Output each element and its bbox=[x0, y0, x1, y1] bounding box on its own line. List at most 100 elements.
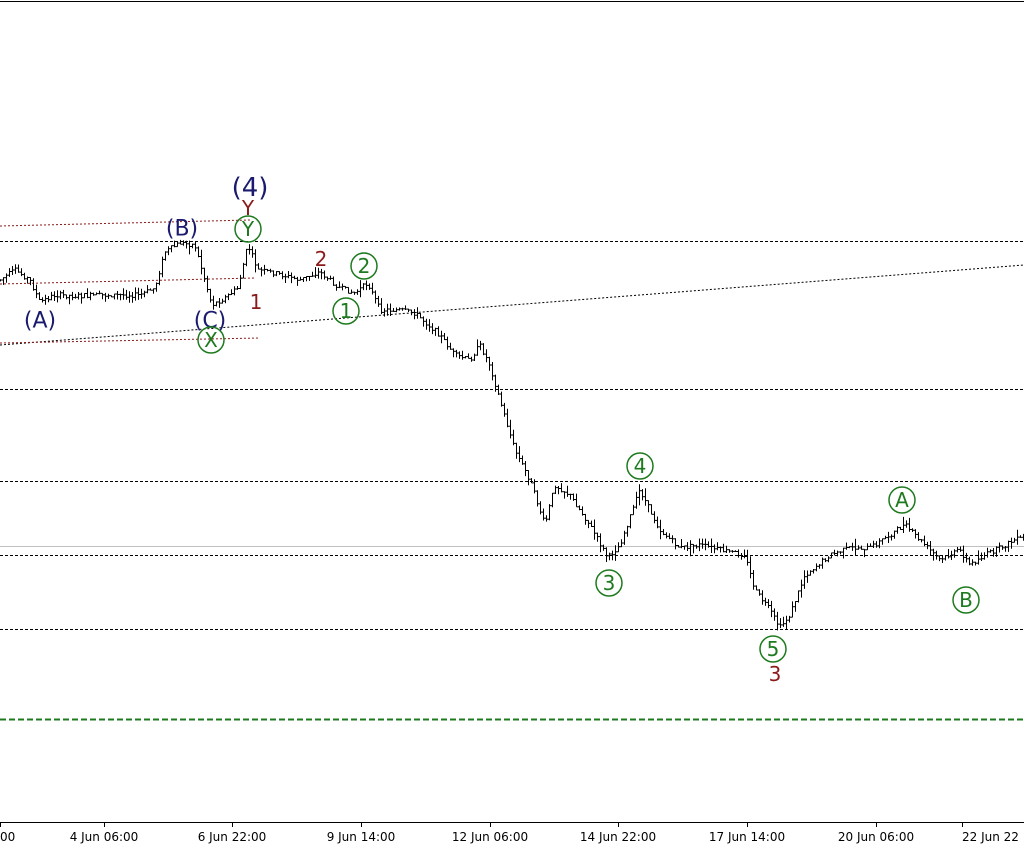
ohlc-bar bbox=[437, 326, 440, 337]
ohlc-bar bbox=[728, 549, 731, 553]
ohlc-bar bbox=[848, 546, 851, 549]
ohlc-bar bbox=[530, 478, 533, 484]
ohlc-bar bbox=[920, 539, 923, 543]
ohlc-bar bbox=[215, 301, 218, 307]
ohlc-bar bbox=[668, 533, 671, 540]
ohlc-bar bbox=[788, 615, 791, 623]
ohlc-bar bbox=[77, 292, 80, 300]
ohlc-bar bbox=[104, 292, 107, 302]
ohlc-bar bbox=[101, 292, 104, 300]
x-tick-label: 12 Jun 06:00 bbox=[452, 830, 528, 844]
ohlc-bar bbox=[488, 356, 491, 371]
ohlc-bar bbox=[1004, 546, 1007, 552]
ohlc-bar bbox=[239, 274, 242, 290]
ohlc-bar bbox=[389, 303, 392, 316]
ohlc-bar bbox=[680, 539, 683, 549]
ohlc-bar bbox=[869, 543, 872, 547]
ohlc-bar bbox=[842, 547, 845, 559]
wave-label: X bbox=[197, 326, 225, 354]
ohlc-bar bbox=[116, 291, 119, 300]
ohlc-bar bbox=[857, 545, 860, 550]
ohlc-bar bbox=[29, 277, 32, 286]
x-tick-label: 22 Jun 22 bbox=[962, 830, 1019, 844]
ohlc-bar bbox=[311, 271, 314, 277]
ohlc-bar bbox=[719, 546, 722, 553]
ohlc-bar bbox=[932, 548, 935, 561]
wave-label: Y bbox=[241, 196, 255, 220]
ohlc-bar bbox=[653, 511, 656, 524]
ohlc-bar bbox=[335, 284, 338, 291]
ohlc-bar bbox=[236, 286, 239, 290]
ohlc-bar bbox=[977, 550, 980, 565]
ohlc-bar bbox=[26, 276, 29, 284]
ohlc-bar bbox=[893, 530, 896, 539]
ohlc-bar bbox=[665, 532, 668, 539]
ohlc-bar bbox=[737, 549, 740, 558]
ohlc-bar bbox=[596, 532, 599, 542]
wave-label: 1 bbox=[250, 290, 263, 314]
ohlc-bar bbox=[635, 491, 638, 509]
ohlc-bar bbox=[395, 307, 398, 313]
ohlc-bar bbox=[524, 461, 527, 477]
ohlc-bar bbox=[491, 362, 494, 381]
ohlc-bar bbox=[206, 275, 209, 293]
x-tick-label: 14 Jun 22:00 bbox=[580, 830, 656, 844]
ohlc-bar bbox=[734, 550, 737, 552]
ohlc-bar bbox=[623, 530, 626, 545]
ohlc-bar bbox=[173, 240, 176, 248]
ohlc-bar bbox=[713, 544, 716, 554]
ohlc-bar bbox=[203, 267, 206, 282]
ohlc-bar bbox=[248, 244, 251, 255]
ohlc-bar bbox=[59, 290, 62, 300]
ohlc-bar bbox=[602, 544, 605, 551]
ohlc-bar bbox=[80, 292, 83, 304]
ohlc-bar bbox=[167, 246, 170, 256]
ohlc-bar bbox=[923, 535, 926, 547]
ohlc-bar bbox=[0, 279, 2, 282]
ohlc-bar bbox=[71, 291, 74, 301]
ohlc-bar bbox=[41, 297, 44, 303]
ohlc-bar bbox=[143, 290, 146, 298]
ohlc-bar bbox=[773, 608, 776, 621]
ohlc-bar bbox=[182, 240, 185, 246]
ohlc-bar bbox=[380, 298, 383, 315]
ohlc-bar bbox=[197, 246, 200, 258]
ohlc-bar bbox=[467, 353, 470, 359]
ohlc-bar bbox=[905, 520, 908, 528]
wave-label: B bbox=[952, 586, 980, 614]
ohlc-bar bbox=[1016, 529, 1019, 545]
ohlc-bar bbox=[323, 270, 326, 280]
ohlc-bar bbox=[266, 268, 269, 272]
ohlc-bar bbox=[881, 538, 884, 545]
x-axis: 00 4 Jun 06:00 6 Jun 22:00 9 Jun 14:00 12 Ju… bbox=[0, 822, 1019, 844]
ohlc-bar bbox=[407, 308, 410, 312]
ohlc-bar bbox=[983, 552, 986, 560]
ohlc-bar bbox=[95, 292, 98, 296]
ohlc-bar bbox=[485, 349, 488, 363]
ohlc-bar bbox=[422, 316, 425, 327]
ohlc-bar bbox=[695, 544, 698, 549]
ohlc-bar bbox=[35, 284, 38, 299]
ohlc-bar bbox=[947, 549, 950, 559]
ohlc-bar bbox=[767, 599, 770, 609]
ohlc-bar bbox=[839, 551, 842, 555]
ohlc-bar bbox=[824, 558, 827, 563]
wave-label: (B) bbox=[166, 217, 198, 242]
ohlc-bar bbox=[914, 529, 917, 539]
ohlc-bar bbox=[704, 538, 707, 551]
ohlc-bar bbox=[428, 319, 431, 332]
ohlc-bar bbox=[302, 277, 305, 282]
ohlc-bar bbox=[392, 308, 395, 312]
ohlc-bar bbox=[899, 526, 902, 530]
ohlc-bar bbox=[176, 241, 179, 248]
ohlc-bar bbox=[149, 288, 152, 291]
wave-label-text: (4) bbox=[232, 173, 269, 203]
ohlc-bar bbox=[341, 283, 344, 291]
ohlc-bar bbox=[956, 547, 959, 553]
ohlc-bar bbox=[242, 262, 245, 279]
ohlc-bar bbox=[356, 289, 359, 295]
ohlc-bar bbox=[83, 293, 86, 299]
ohlc-bar bbox=[671, 535, 674, 544]
ohlc-bar bbox=[758, 589, 761, 596]
